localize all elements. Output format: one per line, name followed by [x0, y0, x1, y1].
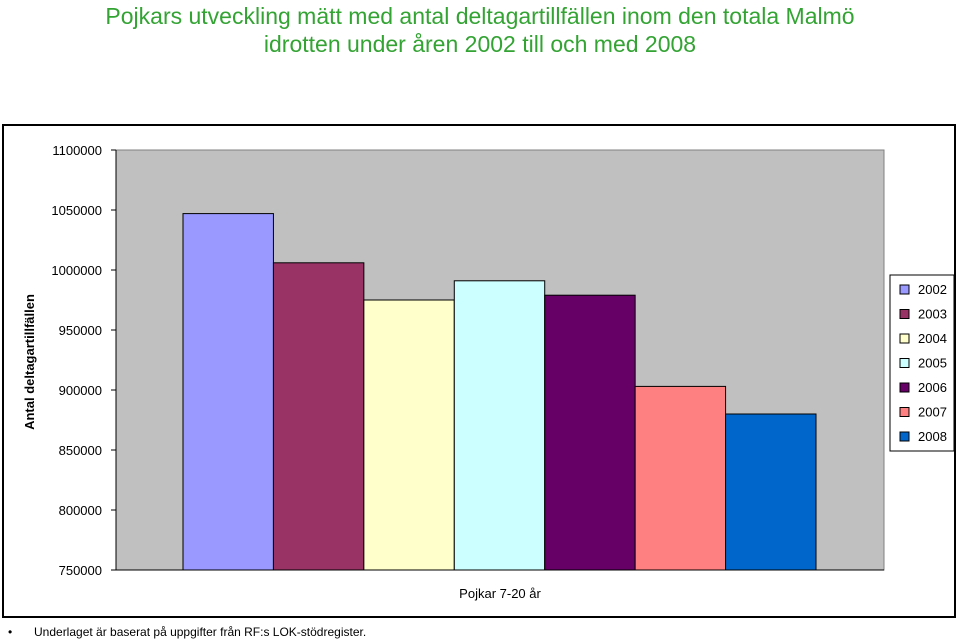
legend-label-2004: 2004: [918, 331, 947, 346]
legend-label-2003: 2003: [918, 307, 947, 322]
legend-swatch-2002: [899, 284, 910, 295]
footnote: • Underlaget är baserat på uppgifter från…: [8, 625, 366, 639]
y-tick-label: 800000: [59, 503, 102, 518]
bullet-icon: •: [8, 625, 13, 639]
bar-2002: [182, 213, 274, 571]
legend-swatch-2007: [899, 407, 910, 417]
legend-swatch-2008: [899, 431, 910, 442]
legend-label-2008: 2008: [918, 429, 947, 444]
bar-2007: [634, 385, 727, 571]
y-tick-label: 1000000: [51, 263, 102, 278]
legend-swatch-2005: [899, 358, 910, 368]
y-tick-label: 1100000: [52, 143, 102, 158]
bar-2004: [363, 299, 455, 571]
legend-label-2006: 2006: [918, 380, 947, 395]
legend-swatch-2003: [899, 309, 910, 319]
legend-label-2007: 2007: [918, 405, 947, 420]
bar-2003: [272, 262, 365, 571]
y-tick-label: 950000: [59, 323, 102, 338]
bar-2008: [725, 413, 817, 571]
legend-label-2002: 2002: [918, 282, 947, 297]
chart-title: Pojkars utveckling mätt med antal deltag…: [0, 2, 960, 58]
bar-2006: [544, 294, 636, 571]
legend-swatch-2006: [899, 382, 910, 393]
title-line-1: Pojkars utveckling mätt med antal deltag…: [105, 3, 855, 29]
y-tick-label: 850000: [59, 443, 102, 458]
x-axis-category-label: Pojkar 7-20 år: [459, 586, 541, 601]
title-line-2: idrotten under åren 2002 till och med 20…: [263, 31, 697, 57]
y-tick-label: 750000: [59, 563, 102, 578]
legend-label-2005: 2005: [918, 356, 947, 371]
footnote-text: Underlaget är baserat på uppgifter från …: [34, 625, 367, 639]
legend-swatch-2004: [899, 333, 910, 344]
bar-2005: [453, 280, 546, 571]
y-tick-label: 900000: [59, 383, 102, 398]
y-axis-label: Antal deltagartillfällen: [22, 294, 37, 430]
y-tick-label: 1050000: [51, 203, 102, 218]
